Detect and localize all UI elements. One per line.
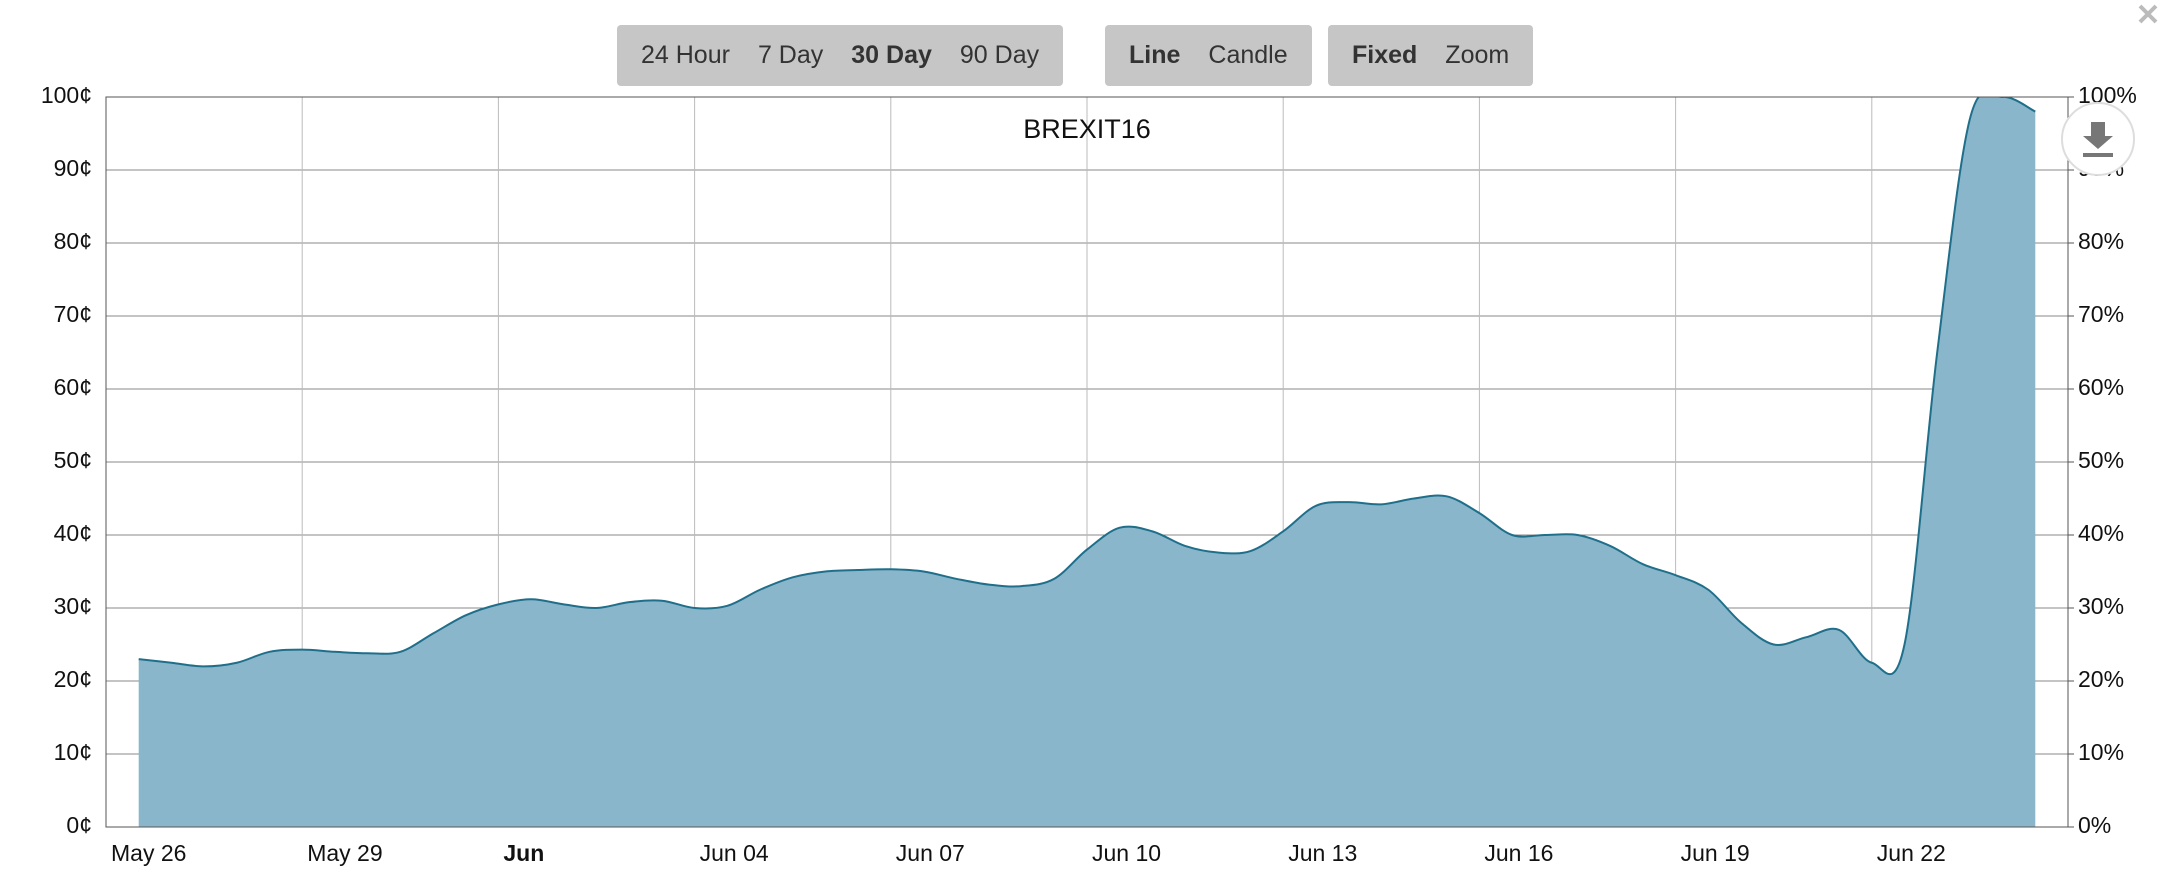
y-tick-label: 10¢ [54,739,92,765]
toggle-button[interactable]: 90 Day [959,41,1040,69]
y2-tick-label: 0% [2078,812,2111,838]
x-tick-label: Jun 07 [896,840,965,866]
chart-title: BREXIT16 [1023,114,1151,144]
y-tick-label: 50¢ [54,447,92,473]
y-tick-label: 80¢ [54,228,92,254]
marks [138,97,2036,827]
x-tick-label: May 26 [111,840,186,866]
y2-tick-label: 10% [2078,739,2124,765]
y-tick-label: 0¢ [66,812,92,838]
y-tick-label: 100¢ [41,82,92,108]
y2-tick-label: 50% [2078,447,2124,473]
y2-tick-label: 80% [2078,228,2124,254]
y-tick-label: 20¢ [54,666,92,692]
toggle-button[interactable]: Line [1129,41,1181,69]
toggle-button[interactable]: Fixed [1352,41,1418,69]
area-fill [138,97,2036,827]
close-button[interactable] [2138,4,2158,24]
y-tick-label: 70¢ [54,301,92,327]
toggle-button[interactable]: 7 Day [757,41,824,69]
x-tick-label: Jun 10 [1092,840,1161,866]
y2-tick-label: 60% [2078,374,2124,400]
x-tick-label: Jun 19 [1681,840,1750,866]
y2-tick-label: 70% [2078,301,2124,327]
toggle-button[interactable]: Candle [1208,41,1288,69]
x-tick-label: Jun 16 [1484,840,1553,866]
y2-tick-label: 30% [2078,593,2124,619]
download-icon[interactable] [2083,122,2113,157]
toggle-button[interactable]: 30 Day [851,41,932,69]
button-group: Line Candle [1105,25,1312,86]
x-tick-label: Jun 13 [1288,840,1357,866]
x-tick-label: Jun [503,840,544,866]
y2-tick-label: 40% [2078,520,2124,546]
area-line [138,97,2036,675]
button-group: 24 Hour 7 Day 30 Day 90 Day [617,25,1064,86]
y-tick-label: 30¢ [54,593,92,619]
y-tick-label: 60¢ [54,374,92,400]
x-tick-label: Jun 04 [700,840,769,866]
toggle-button[interactable]: 24 Hour [641,41,730,69]
button-group: Fixed Zoom [1328,25,1534,86]
y-tick-label: 90¢ [54,155,92,181]
x-tick-label: May 29 [307,840,382,866]
y2-tick-label: 20% [2078,666,2124,692]
y-tick-label: 40¢ [54,520,92,546]
labels: 0¢ 10¢ 20¢ 30¢ 40¢ 50¢ 60¢ 70¢ 80¢ 90¢ 100¢ 0% 10% 20… [41,82,2137,866]
toggle-button[interactable]: Zoom [1445,41,1510,69]
x-tick-label: Jun 22 [1877,840,1946,866]
